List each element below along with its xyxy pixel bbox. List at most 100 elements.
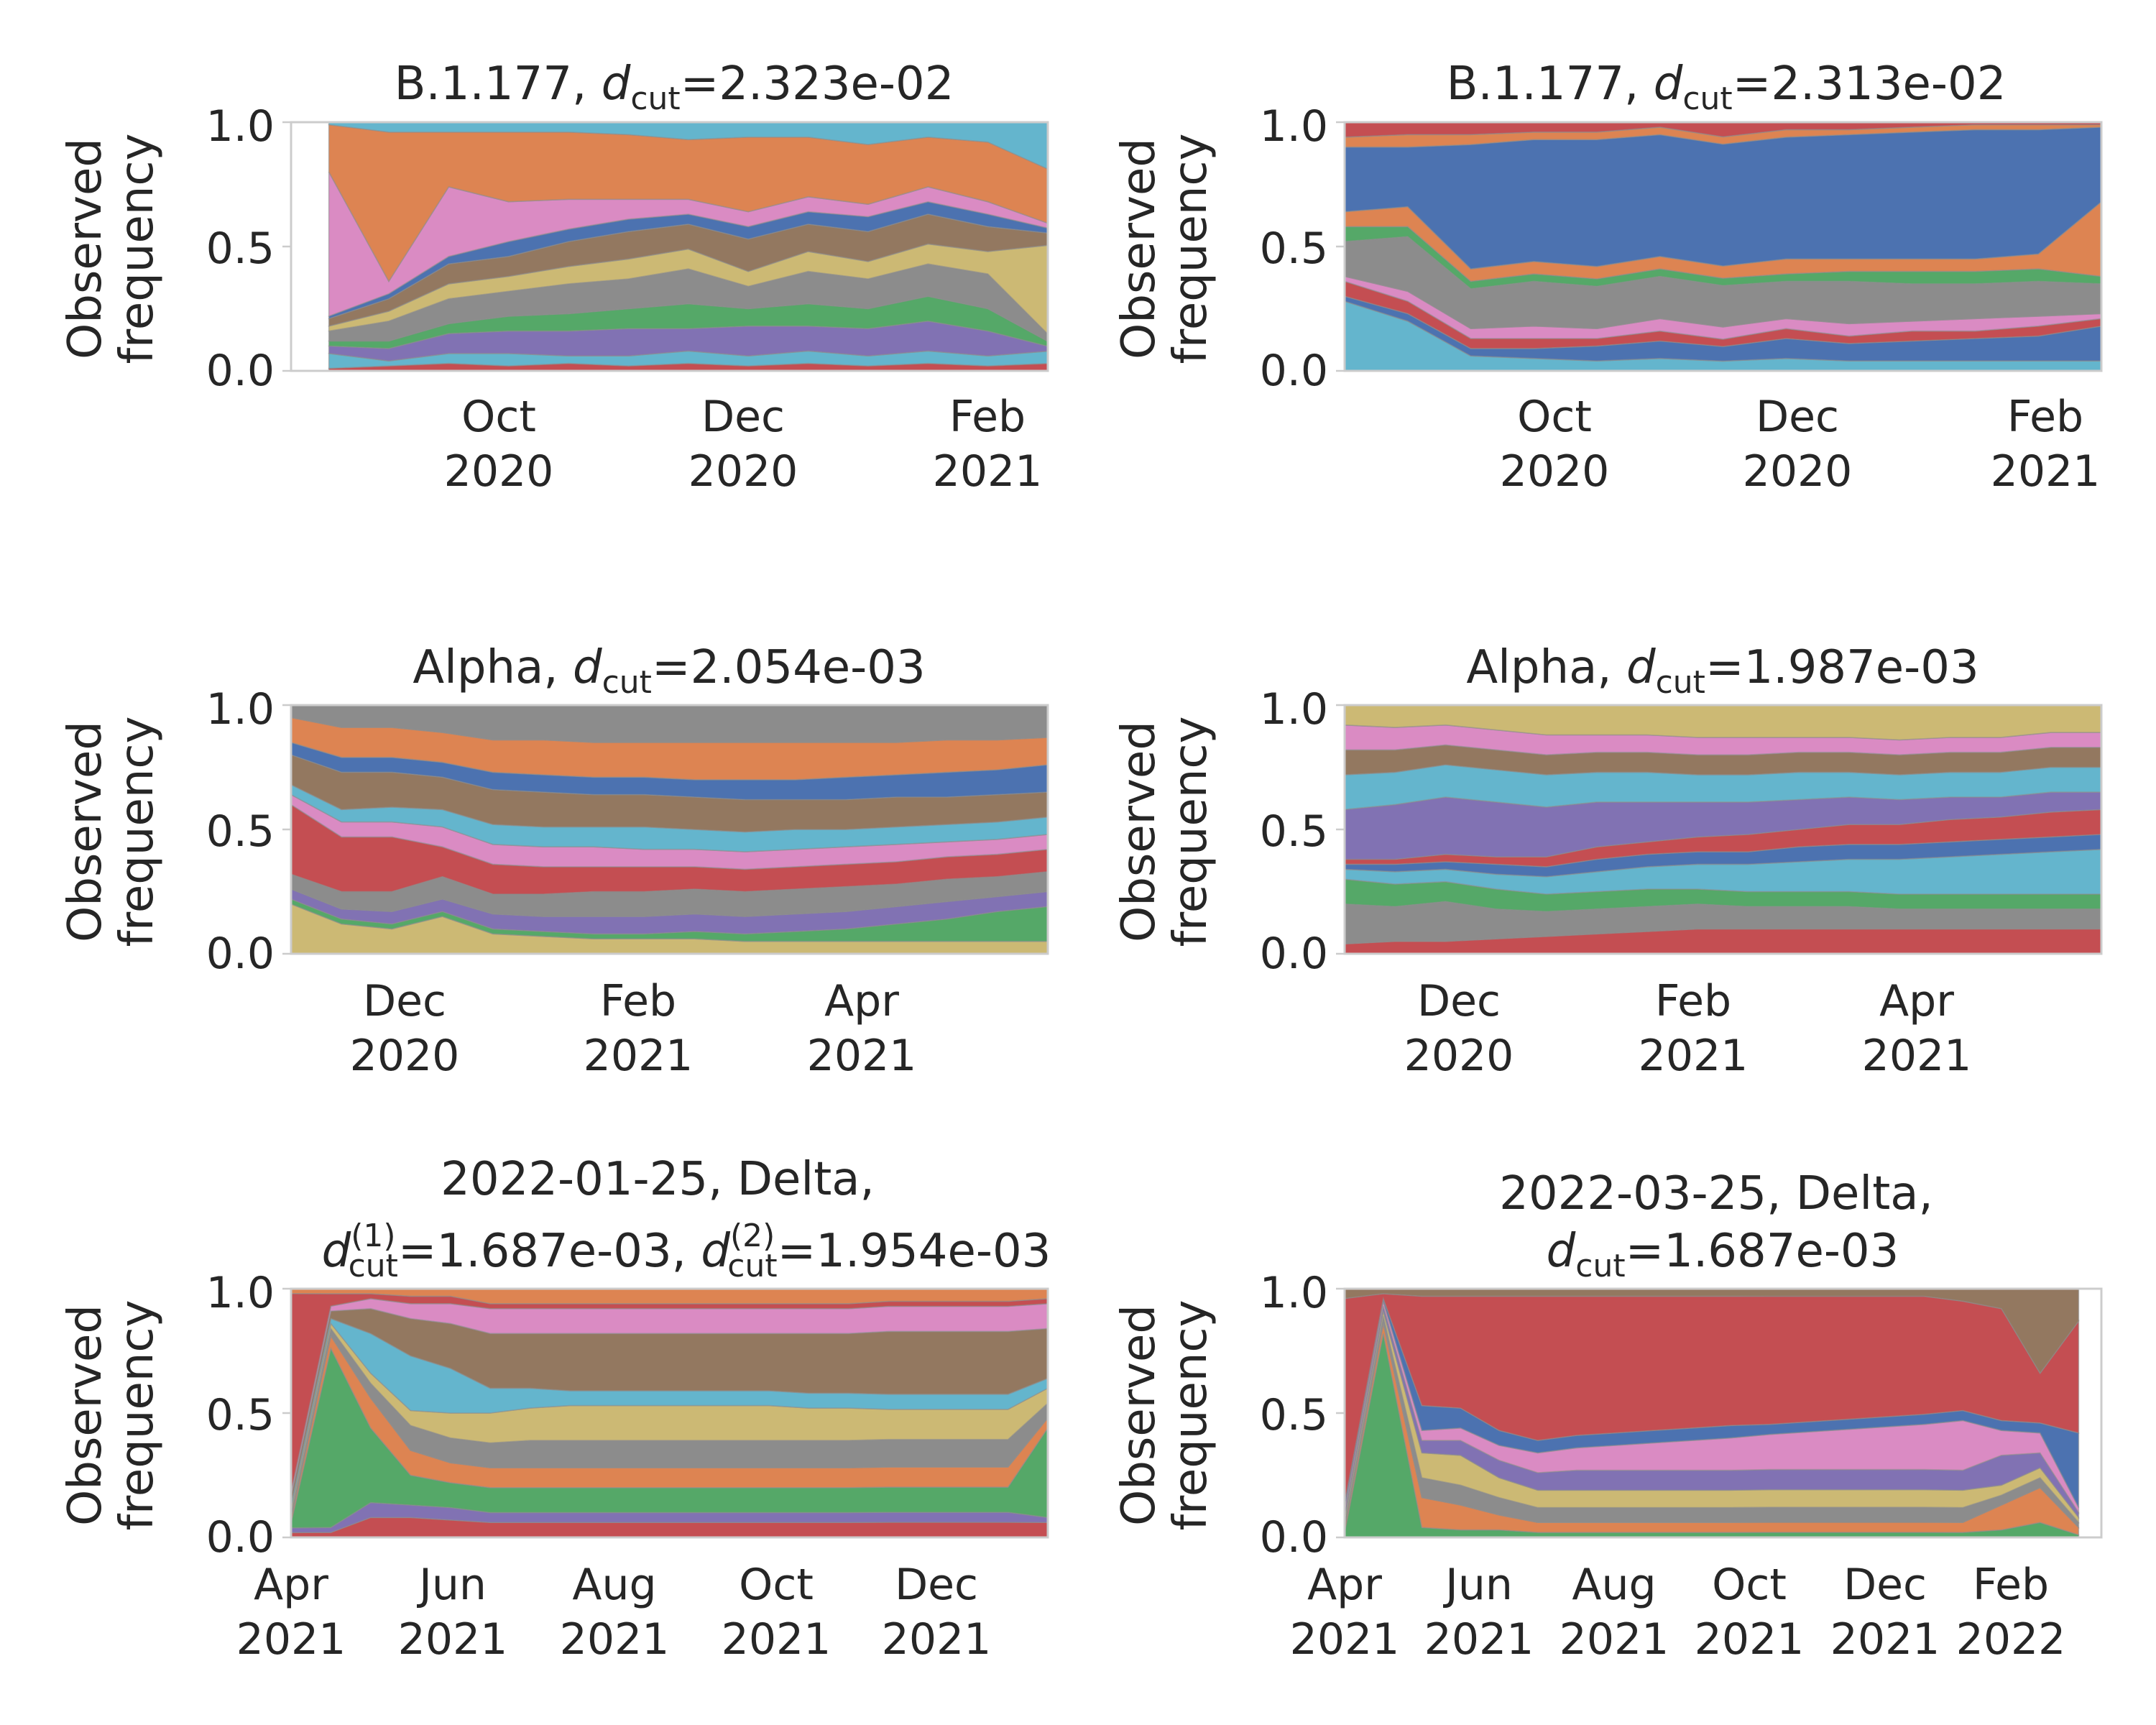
title-prefix: Alpha, (1466, 641, 1626, 694)
xtick-label: 2021 (882, 1614, 992, 1665)
series-area-11 (1345, 705, 2101, 741)
title-cut-subscript: cut (602, 664, 652, 701)
xtick-label: Dec (701, 392, 785, 442)
title-prefix: Alpha, (413, 641, 573, 694)
xtick-label: Feb (2007, 392, 2083, 442)
title-prefix: B.1.177, (1447, 58, 1654, 111)
xtick-label: Dec (363, 976, 446, 1026)
xtick-label: Dec (1756, 392, 1839, 442)
ylabel-line2: frequency (1164, 717, 1217, 947)
xtick-label: 2021 (722, 1614, 831, 1665)
series-area-11 (291, 1289, 1048, 1305)
ytick-label: 1.0 (1260, 684, 1328, 735)
plot-area (1336, 1287, 2103, 1539)
ytick-label: 0.5 (1260, 224, 1328, 274)
area-layers (291, 705, 1048, 954)
area-layers (1345, 1289, 2080, 1537)
title-suffix: =2.054e-03 (652, 641, 926, 694)
title-d-symbol: d (1547, 1225, 1576, 1278)
xtick-label: 2021 (236, 1614, 346, 1665)
axes-frame (1343, 121, 2103, 372)
ylabel-line2: frequency (1164, 134, 1217, 364)
title-cut-subscript: cut (727, 1248, 777, 1284)
xtick-label: 2021 (398, 1614, 508, 1665)
ylabel: Observed (59, 138, 112, 359)
title-d-symbol: d (1654, 58, 1683, 111)
xtick-label: Aug (1572, 1560, 1656, 1610)
ytick-label: 1.0 (206, 684, 275, 735)
ylabel: Observed (1112, 138, 1166, 359)
title-segment-1: =1.687e-03, (398, 1225, 701, 1278)
xtick-label: 2021 (1830, 1614, 1940, 1665)
axes-frame (290, 121, 1049, 372)
ytick-label: 0.0 (206, 929, 275, 979)
axes-frame (1343, 704, 2103, 955)
series-area-11 (328, 122, 1048, 170)
xtick-label: Aug (572, 1560, 656, 1610)
title-cut-subscript: cut (630, 80, 680, 117)
ytick-label: 0.5 (206, 224, 275, 274)
axes-frame (290, 704, 1049, 955)
xtick-label: 2022 (1956, 1614, 2066, 1665)
ylabel-line2: frequency (111, 1300, 164, 1531)
xtick-label: 2021 (1862, 1031, 1972, 1081)
title-cut-subscript: cut (1682, 80, 1732, 117)
ytick-label: 1.0 (1260, 101, 1328, 152)
xtick-label: Jun (416, 1560, 487, 1610)
xtick-label: 2021 (807, 1031, 917, 1081)
ytick-label: 1.0 (206, 101, 275, 152)
title-d-symbol: d (573, 641, 602, 694)
xtick-label: Oct (461, 392, 536, 442)
xtick-label: Apr (1307, 1560, 1382, 1610)
axes-frame (1343, 1287, 2103, 1539)
ylabel: Observed (59, 1305, 112, 1526)
title-d-symbol: d (1626, 641, 1656, 694)
ylabel-line2: frequency (1164, 1300, 1217, 1531)
series-area-9 (1345, 1289, 2080, 1375)
xtick-label: Apr (254, 1560, 328, 1610)
xtick-label: Feb (1655, 976, 1731, 1026)
xtick-label: 2020 (350, 1031, 460, 1081)
panel-alpha-right: Alpha, dcut=1.987e-03 Observed frequency… (1112, 641, 2103, 1081)
xtick-label: 2020 (688, 446, 798, 497)
ylabel: Observed (59, 721, 112, 942)
ytick-label: 0.5 (1260, 806, 1328, 857)
panel-title-line2: d(1) cut=1.687e-03, d(2) cut=1.954e-03 (322, 1218, 1051, 1284)
ytick-label: 1.0 (1260, 1268, 1328, 1318)
xtick-label: Feb (1973, 1560, 2049, 1610)
ytick-label: 0.5 (206, 806, 275, 857)
plot-area (282, 704, 1049, 955)
area-layers (291, 1289, 1048, 1537)
title-suffix: =2.313e-02 (1733, 58, 2007, 111)
xtick-label: Apr (824, 976, 899, 1026)
ylabel-line2: frequency (111, 717, 164, 947)
xtick-label: Feb (949, 392, 1026, 442)
panel-title-line1: 2022-03-25, Delta, (1499, 1167, 1933, 1220)
title-suffix: =1.987e-03 (1705, 641, 1979, 694)
area-layers (1345, 705, 2101, 954)
ytick-label: 0.0 (1260, 1512, 1328, 1563)
ylabel: Observed (1112, 721, 1166, 942)
xtick-label: 2021 (1991, 446, 2101, 497)
area-layers (328, 122, 1048, 371)
xtick-label: Oct (739, 1560, 814, 1610)
series-area-11 (291, 705, 1048, 743)
xtick-label: 2021 (933, 446, 1043, 497)
xtick-label: 2021 (1290, 1614, 1400, 1665)
title-superscript-2: (2) (730, 1218, 775, 1254)
xtick-label: Oct (1517, 392, 1592, 442)
ylabel-line2: frequency (111, 134, 164, 364)
title-cut-subscript: cut (349, 1248, 398, 1284)
title-suffix: =1.687e-03 (1626, 1225, 1899, 1278)
xtick-label: 2021 (1695, 1614, 1805, 1665)
panel-b1177-left: B.1.177, dcut=2.323e-02 Observed frequen… (59, 58, 1049, 497)
panel-b1177-right: B.1.177, dcut=2.313e-02 Observed frequen… (1112, 58, 2103, 497)
ytick-label: 0.0 (1260, 929, 1328, 979)
xtick-label: Feb (600, 976, 676, 1026)
panel-alpha-left: Alpha, dcut=2.054e-03 Observed frequency… (59, 641, 1049, 1081)
title-d-symbol: d (322, 1225, 351, 1278)
ytick-label: 0.5 (1260, 1390, 1328, 1440)
title-cut-subscript: cut (1656, 664, 1705, 701)
series-area-10 (1345, 122, 2101, 138)
xtick-label: 2021 (560, 1614, 670, 1665)
